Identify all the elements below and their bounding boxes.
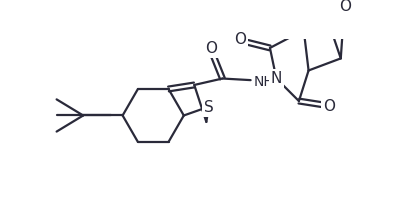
Text: N: N [271,71,282,86]
Text: O: O [205,41,217,56]
Text: NH: NH [254,75,275,89]
Text: O: O [323,99,335,114]
Text: S: S [204,100,213,115]
Text: O: O [234,32,246,47]
Text: O: O [339,0,351,14]
